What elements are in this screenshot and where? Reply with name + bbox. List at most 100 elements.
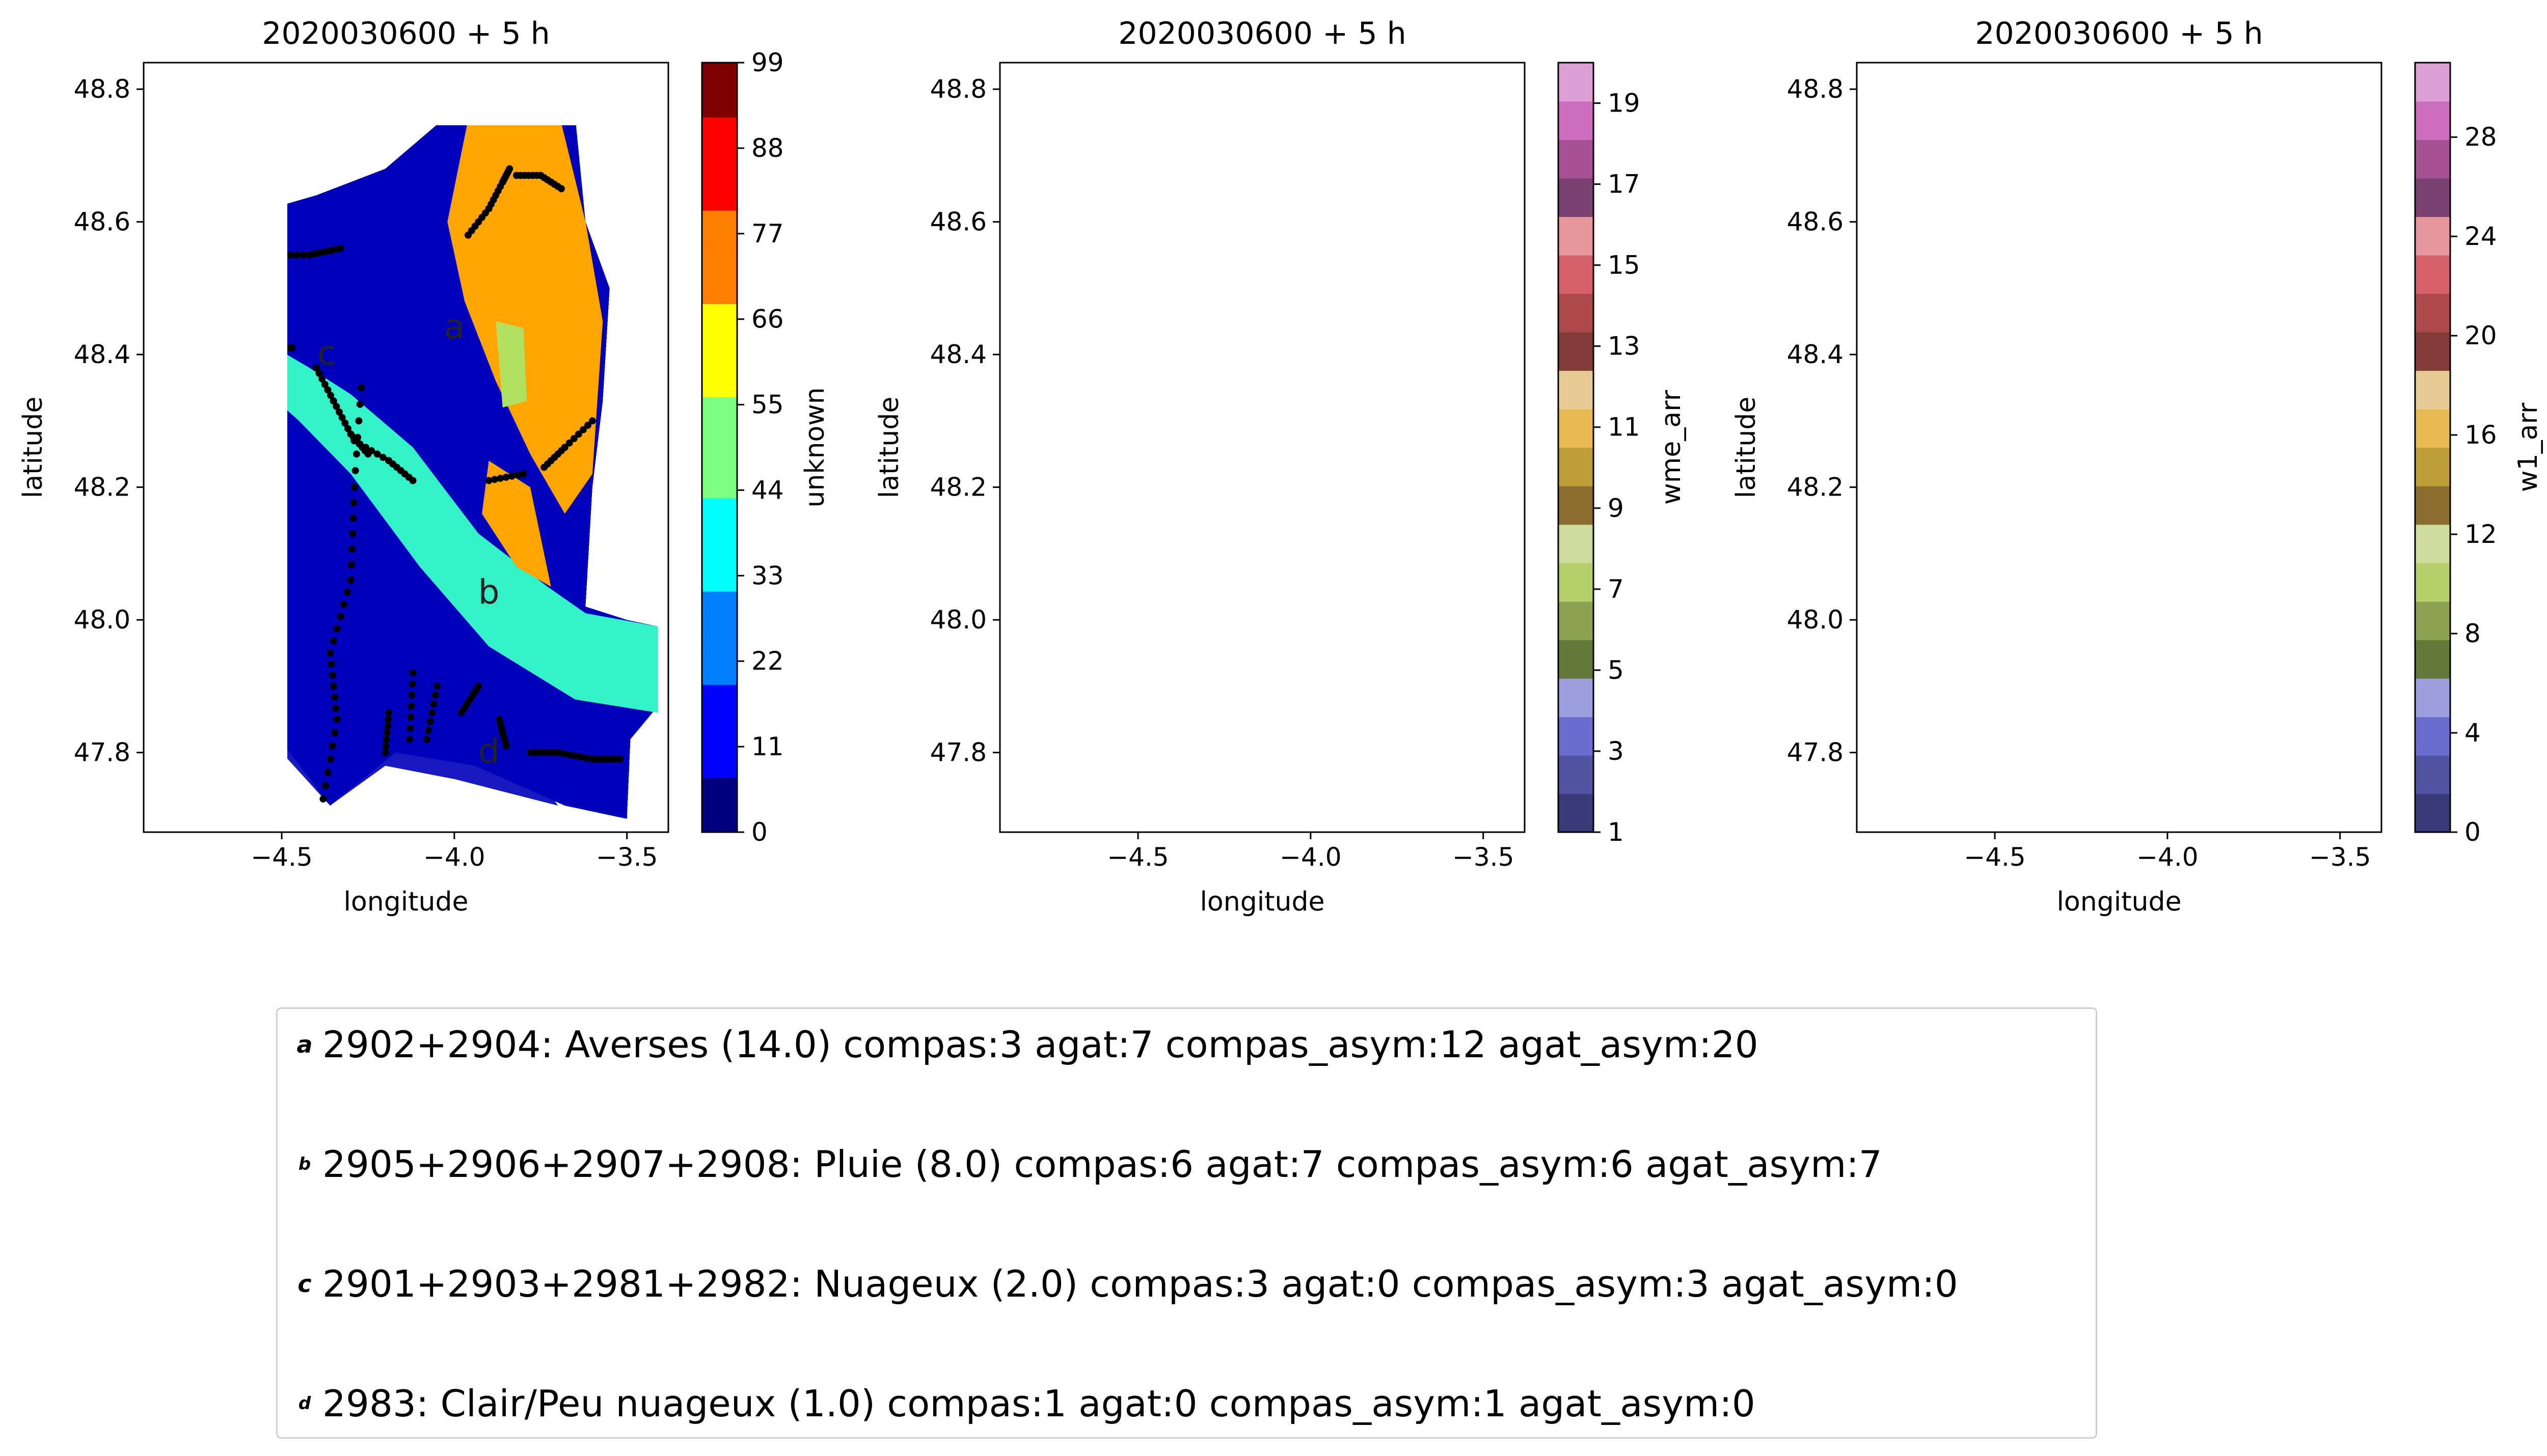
track-point	[2098, 709, 2105, 717]
track-point	[195, 352, 202, 359]
region-label: d	[478, 732, 500, 771]
track-point	[385, 709, 393, 717]
track-point	[1137, 252, 1144, 259]
track-point	[223, 364, 230, 371]
track-point	[2142, 709, 2149, 717]
y-tick-label: 48.8	[930, 74, 987, 104]
track-point	[274, 344, 281, 351]
track-point	[1321, 232, 1328, 239]
track-point	[2216, 743, 2223, 750]
track-point	[203, 336, 210, 343]
track-point	[2097, 729, 2104, 736]
track-point	[1936, 364, 1943, 371]
colorbar-segment	[702, 723, 737, 732]
colorbar-tick-label: 33	[751, 561, 784, 590]
track-point	[428, 709, 436, 717]
track-point	[2181, 227, 2188, 234]
colorbar-segment	[702, 420, 737, 429]
track-point	[2210, 720, 2217, 727]
y-tick-label: 48.0	[74, 605, 130, 635]
colorbar-segment	[702, 451, 737, 460]
track-point	[246, 364, 253, 371]
track-point	[2095, 743, 2102, 750]
track-point	[2199, 205, 2206, 212]
track-point	[1130, 252, 1137, 259]
colorbar-segment	[2415, 793, 2450, 833]
track-point	[2227, 472, 2234, 479]
track-point	[2214, 174, 2221, 181]
track-point	[431, 691, 439, 699]
track-point	[2219, 165, 2226, 172]
colorbar-segment	[2415, 255, 2450, 294]
colorbar-segment	[1558, 640, 1593, 679]
track-point	[2244, 749, 2252, 756]
track-point	[1922, 324, 1930, 332]
colorbar-segment	[702, 669, 737, 677]
track-point	[2093, 454, 2100, 461]
track-point	[329, 671, 336, 679]
track-point	[2035, 381, 2042, 388]
colorbar-segment	[702, 466, 737, 475]
track-point	[1404, 178, 1411, 185]
track-point	[1357, 176, 1364, 183]
track-point	[1286, 700, 1293, 707]
colorbar-segment	[702, 249, 737, 258]
colorbar-segment	[702, 397, 737, 405]
colorbar-segment	[702, 513, 737, 522]
colorbar: 0 11 22 33 44 55 66 77 88 99 unknown	[701, 48, 830, 847]
track-point	[1381, 172, 1389, 179]
track-point	[2070, 441, 2077, 448]
track-point	[1266, 477, 1273, 484]
colorbar-segment	[1558, 293, 1593, 333]
track-point	[2064, 484, 2071, 491]
track-point	[1258, 471, 1265, 478]
colorbar-segment	[702, 218, 737, 227]
track-point	[2293, 426, 2300, 433]
x-axis-label: longitude	[2056, 887, 2181, 917]
colorbar-segment	[702, 537, 737, 545]
track-point	[2267, 183, 2274, 190]
region-label: a	[2157, 307, 2178, 346]
track-point	[1209, 451, 1216, 458]
track-point	[2001, 344, 2009, 351]
track-point	[1436, 426, 1443, 433]
track-point	[2071, 384, 2078, 391]
track-point	[2302, 417, 2309, 424]
colorbar-tick-label: 44	[751, 475, 784, 505]
track-point	[228, 364, 235, 371]
x-tick-label: −4.5	[251, 842, 312, 872]
track-point	[198, 346, 205, 353]
track-point	[2098, 716, 2105, 723]
track-point	[557, 185, 565, 193]
track-point	[1468, 756, 1475, 763]
track-point	[2147, 682, 2154, 690]
track-point	[1095, 268, 1102, 275]
track-point	[326, 755, 334, 763]
colorbar-segment	[702, 125, 737, 133]
track-point	[382, 742, 390, 750]
track-point	[1353, 183, 1360, 190]
track-point	[2044, 729, 2051, 736]
colorbar-segment	[702, 638, 737, 646]
track-point	[409, 680, 416, 688]
track-point	[321, 380, 329, 388]
track-point	[1240, 729, 1247, 736]
x-tick-label: −4.5	[1107, 842, 1169, 872]
track-point	[1939, 286, 1946, 293]
y-tick-label: 48.2	[1787, 473, 1844, 502]
colorbar-segment	[702, 645, 737, 654]
track-point	[1342, 477, 1349, 484]
track-point	[1401, 749, 1408, 756]
track-point	[1189, 716, 1197, 723]
x-tick-label: −3.5	[2309, 842, 2371, 872]
track-point	[1102, 364, 1109, 371]
track-point	[2171, 709, 2178, 717]
track-point	[2087, 451, 2094, 458]
track-point	[1204, 576, 1211, 584]
track-point	[324, 386, 332, 394]
track-point	[1060, 336, 1067, 343]
legend-row: d 2983: Clair/Peu nuageux (1.0) compas:1…	[287, 1373, 1755, 1434]
track-point	[2238, 172, 2245, 179]
x-tick-label: −4.5	[1964, 842, 2025, 872]
colorbar-segment	[702, 747, 737, 755]
